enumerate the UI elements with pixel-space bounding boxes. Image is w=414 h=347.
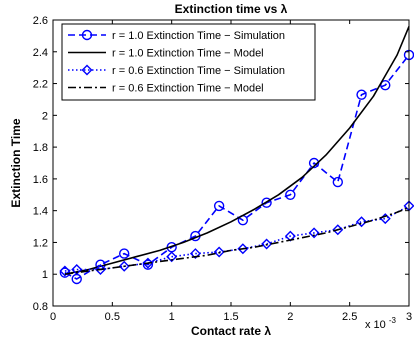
data-point [142, 259, 154, 270]
x-axis-multiplier-exponent: -3 [389, 316, 397, 325]
y-tick-label: 1.8 [33, 142, 48, 154]
legend: r = 1.0 Extinction Time − Simulation r = … [61, 23, 316, 101]
legend-entry: r = 1.0 Extinction Time − Model [68, 48, 264, 60]
legend-entry: r = 0.6 Extinction Time − Model [68, 83, 264, 95]
x-axis-title: Contact rate λ [191, 324, 271, 338]
x-axis-multiplier: x 10 -3 [365, 316, 397, 331]
x-tick-label: 2.5 [342, 311, 357, 323]
legend-marker [81, 64, 93, 76]
series-2 [64, 26, 410, 275]
series-line [64, 205, 410, 272]
data-point [356, 216, 368, 228]
y-tick-label: 2 [42, 110, 48, 122]
data-point [166, 251, 178, 263]
data-point [118, 248, 130, 259]
legend-marker [81, 29, 93, 41]
data-point [189, 248, 201, 260]
y-tick-label: 0.8 [33, 301, 48, 313]
data-point [213, 200, 225, 212]
y-tick-label: 1.2 [33, 237, 48, 249]
data-point [59, 265, 71, 277]
data-point [71, 263, 83, 275]
data-point [380, 79, 391, 91]
data-point [237, 243, 249, 255]
legend-label: r = 1.0 Extinction Time − Model [112, 48, 264, 60]
y-tick-label: 1.6 [33, 174, 48, 186]
data-point [118, 260, 130, 272]
x-tick-label: 3 [406, 311, 412, 323]
data-point [332, 176, 343, 188]
ticks-layer: 0 0.5 1 1.5 2 2.5 3 0.8 1 1.2 1.4 1.6 1.8 2 2.2 2.4 2.6 [33, 15, 412, 323]
data-point [261, 197, 272, 208]
data-point [213, 246, 225, 258]
x-tick-label: 1 [169, 311, 175, 323]
data-point [356, 89, 367, 100]
series-line [64, 54, 410, 280]
chart-title: Extinction time vs λ [175, 2, 288, 16]
series-4 [64, 206, 410, 275]
y-tick-label: 1 [42, 269, 48, 281]
data-point [261, 238, 273, 250]
x-axis-multiplier-base: x 10 [365, 319, 386, 331]
x-tick-label: 0.5 [105, 311, 120, 323]
legend-label: r = 1.0 Extinction Time − Simulation [112, 30, 285, 42]
legend-entry: r = 1.0 Extinction Time − Simulation [68, 29, 285, 42]
series-line [64, 26, 410, 275]
y-tick-label: 1.4 [33, 206, 48, 218]
data-point [142, 257, 154, 269]
x-tick-label: 2 [287, 311, 293, 323]
y-tick-label: 2.2 [33, 79, 48, 91]
data-point [94, 263, 106, 275]
legend-label: r = 0.6 Extinction Time − Simulation [112, 65, 285, 77]
y-axis-title: Extinction Time [9, 118, 23, 207]
y-tick-label: 2.4 [33, 47, 48, 59]
series-layer [59, 26, 414, 285]
series-line [64, 206, 410, 275]
x-tick-label: 0 [50, 311, 56, 323]
y-tick-label: 2.6 [33, 15, 48, 27]
x-tick-label: 1.5 [223, 311, 238, 323]
data-point [308, 227, 320, 239]
legend-label: r = 0.6 Extinction Time − Model [112, 83, 264, 95]
data-point [285, 189, 296, 200]
legend-entry: r = 0.6 Extinction Time − Simulation [68, 64, 285, 77]
